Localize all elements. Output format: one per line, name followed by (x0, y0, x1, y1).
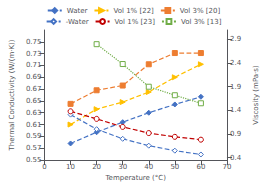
svg-text:0.71: 0.71 (26, 61, 42, 69)
svg-text:0.59: 0.59 (26, 132, 42, 140)
svg-text:0.61: 0.61 (26, 121, 42, 129)
svg-text:Vol 3% [20]: Vol 3% [20] (180, 7, 221, 15)
svg-text:0.57: 0.57 (26, 144, 42, 152)
svg-text:Temperature (°C): Temperature (°C) (105, 174, 167, 182)
svg-text:2.9: 2.9 (230, 35, 241, 43)
svg-text:0.9: 0.9 (230, 130, 241, 138)
svg-text:30: 30 (118, 163, 127, 171)
svg-text:-Water: -Water (66, 18, 89, 26)
svg-text:0.67: 0.67 (26, 85, 42, 93)
svg-text:0.4: 0.4 (230, 154, 242, 162)
svg-text:Vol 1% [22]: Vol 1% [22] (113, 7, 154, 15)
svg-text:10: 10 (66, 163, 75, 171)
svg-text:Vol 3% [13]: Vol 3% [13] (181, 18, 222, 26)
svg-text:2.4: 2.4 (230, 59, 242, 67)
svg-text:0.63: 0.63 (26, 109, 42, 117)
svg-text:0: 0 (42, 163, 46, 171)
svg-text:0.75: 0.75 (26, 38, 42, 46)
svg-text:0.69: 0.69 (26, 73, 42, 81)
svg-text:0.65: 0.65 (26, 97, 42, 105)
svg-text:0.73: 0.73 (26, 50, 42, 58)
svg-text:Water: Water (67, 7, 88, 15)
svg-text:Viscosity (mPa·s): Viscosity (mPa·s) (252, 65, 260, 125)
svg-text:1.4: 1.4 (230, 106, 242, 114)
svg-text:60: 60 (196, 163, 205, 171)
svg-text:Thermal Conductivity (W/(m·K)): Thermal Conductivity (W/(m·K)) (8, 39, 16, 151)
svg-text:70: 70 (223, 163, 232, 171)
svg-text:50: 50 (170, 163, 179, 171)
svg-text:20: 20 (92, 163, 101, 171)
svg-text:0.55: 0.55 (26, 156, 42, 164)
svg-text:40: 40 (144, 163, 153, 171)
svg-text:1.9: 1.9 (230, 83, 241, 91)
svg-text:Vol 1% [23]: Vol 1% [23] (115, 18, 156, 26)
